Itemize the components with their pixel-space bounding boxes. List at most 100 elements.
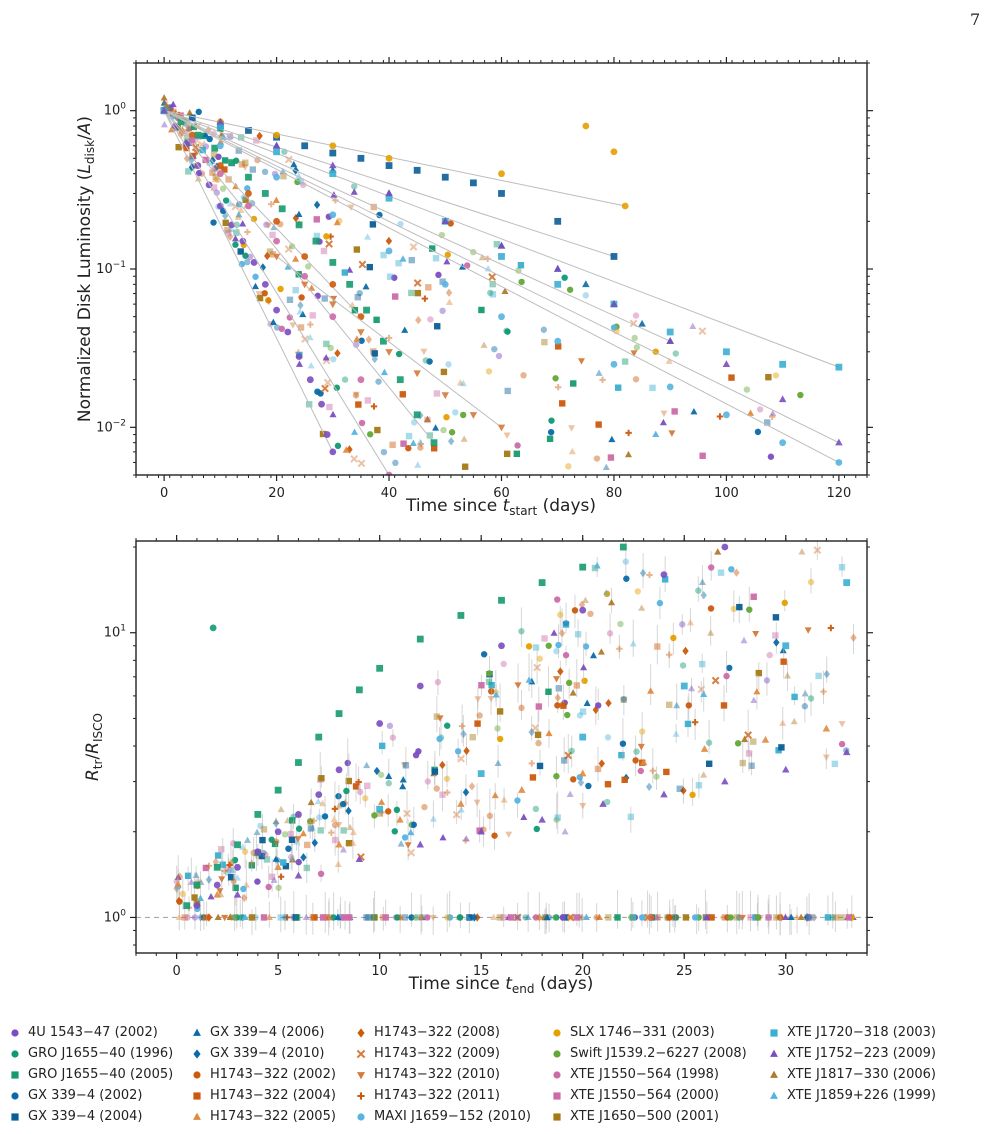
- marker: [183, 128, 190, 136]
- data-point: [441, 217, 450, 225]
- marker: [252, 273, 259, 280]
- marker: [331, 836, 339, 844]
- marker: [298, 294, 305, 301]
- marker: [623, 575, 630, 582]
- legend-label: GRO J1655−40 (1996): [28, 1046, 174, 1061]
- marker: [598, 759, 605, 768]
- marker: [485, 368, 493, 375]
- marker: [297, 324, 305, 331]
- marker: [733, 568, 740, 577]
- marker: [703, 913, 711, 920]
- chart-panel-1: 0 20 40 60 80 100 120 100 10−1 10−2: [96, 57, 873, 501]
- legend-marker-shape: [770, 1028, 778, 1037]
- series-6: [272, 253, 506, 432]
- data-point: [621, 202, 629, 210]
- marker: [300, 181, 307, 189]
- marker: [190, 123, 197, 131]
- marker: [456, 914, 464, 921]
- marker: [212, 173, 219, 181]
- data-point: [639, 758, 648, 766]
- marker: [581, 677, 588, 685]
- marker: [631, 334, 638, 342]
- marker: [778, 913, 785, 922]
- marker: [407, 848, 416, 857]
- marker: [444, 914, 451, 921]
- marker: [577, 358, 585, 365]
- marker: [543, 913, 551, 920]
- legend-marker: [11, 1049, 19, 1058]
- marker: [682, 646, 689, 656]
- legend-label: XTE J1550−564 (2000): [570, 1088, 719, 1103]
- legend-label: XTE J1752−223 (2009): [787, 1046, 936, 1061]
- marker: [345, 839, 353, 847]
- marker: [695, 587, 702, 594]
- legend-marker: [770, 1049, 778, 1057]
- data-point: [329, 161, 337, 169]
- marker: [738, 914, 746, 922]
- marker: [290, 813, 297, 821]
- marker: [459, 411, 467, 419]
- fit-line: [164, 110, 626, 207]
- marker: [407, 828, 415, 836]
- marker: [256, 294, 264, 302]
- legend-column: SLX 1746−331 (2003) Swift J1539.2−6227 (2…: [548, 1022, 747, 1127]
- marker: [249, 166, 256, 173]
- marker: [270, 223, 278, 231]
- marker: [654, 914, 661, 921]
- marker: [488, 681, 495, 689]
- marker: [778, 744, 785, 751]
- marker: [329, 410, 337, 418]
- data-point: [396, 815, 404, 823]
- x-axis-label-top: Time since tstart (days): [405, 496, 596, 518]
- series-4: [213, 724, 831, 898]
- marker: [186, 153, 194, 161]
- data-point: [843, 579, 851, 587]
- marker: [181, 914, 188, 921]
- marker: [306, 818, 314, 825]
- marker: [565, 679, 573, 687]
- data-point: [498, 596, 505, 604]
- marker: [364, 782, 371, 790]
- marker: [294, 914, 301, 921]
- data-point: [272, 253, 281, 261]
- marker: [698, 578, 706, 586]
- legend-marker-shape: [193, 1048, 201, 1059]
- marker: [522, 914, 529, 921]
- marker: [589, 651, 598, 659]
- data-point: [469, 179, 477, 187]
- legend-marker: [193, 1091, 201, 1100]
- fit-line: [163, 110, 840, 368]
- marker: [196, 169, 203, 177]
- marker: [302, 913, 310, 920]
- marker: [186, 109, 194, 116]
- marker: [287, 830, 295, 838]
- marker: [599, 376, 606, 384]
- legend-item: MAXI J1659−152 (2010): [352, 1106, 531, 1127]
- data-point: [245, 127, 252, 134]
- marker: [568, 447, 576, 455]
- legend-marker: [553, 1091, 561, 1100]
- legend: 4U 1543−47 (2002) GRO J1655−40 (1996) GRO …: [0, 1022, 990, 1132]
- marker: [554, 596, 561, 603]
- legend-item: GX 339−4 (2010): [188, 1043, 336, 1064]
- marker: [533, 825, 541, 833]
- data-point: [700, 745, 709, 752]
- data-point: [239, 237, 247, 245]
- marker: [698, 660, 706, 668]
- marker: [225, 229, 232, 237]
- marker: [629, 914, 637, 921]
- marker: [330, 295, 338, 303]
- marker: [408, 256, 415, 264]
- marker: [571, 607, 579, 614]
- data-point: [554, 280, 562, 288]
- marker: [304, 263, 312, 270]
- marker: [429, 245, 436, 252]
- marker: [491, 832, 498, 839]
- marker: [608, 435, 616, 443]
- marker: [335, 822, 343, 829]
- marker: [769, 409, 777, 417]
- marker: [503, 450, 511, 458]
- marker: [555, 641, 562, 649]
- marker: [206, 135, 213, 143]
- marker: [415, 748, 422, 755]
